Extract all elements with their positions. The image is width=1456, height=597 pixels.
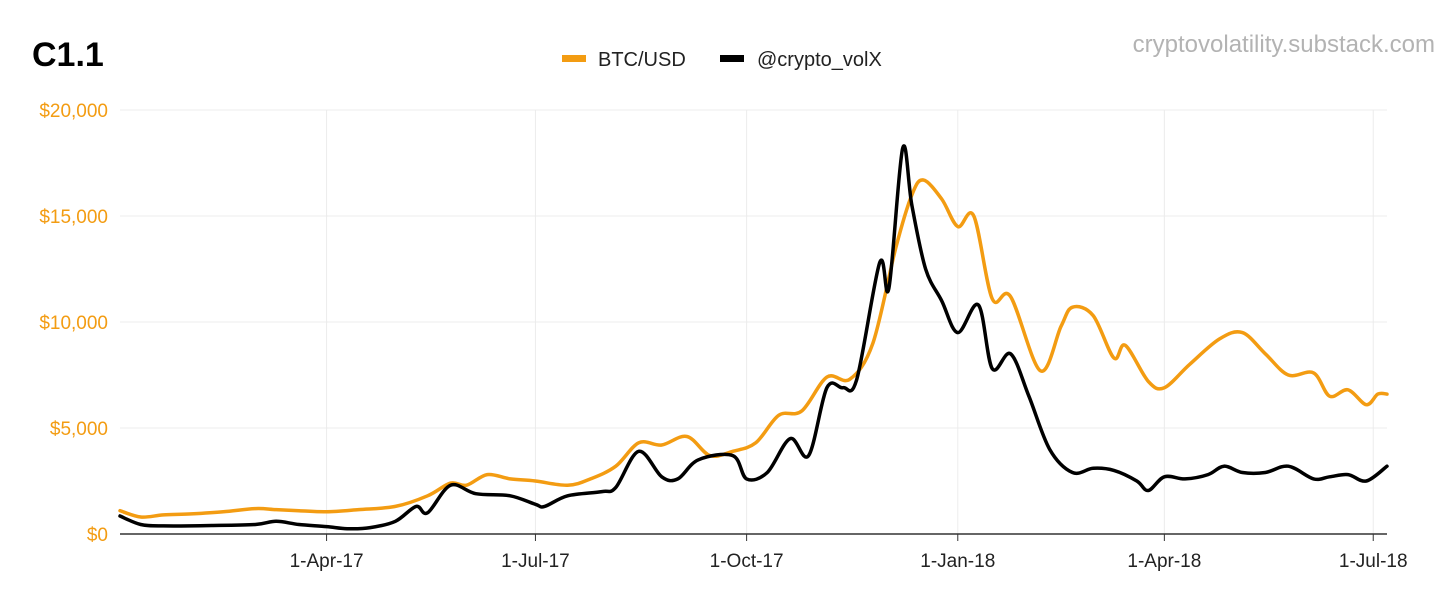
y-tick-label-15-000: $15,000 [39,207,108,228]
gridlines [120,109,1387,534]
source-label: cryptovolatility.substack.com [1133,31,1435,58]
x-tick-label-1-apr-17: 1-Apr-17 [290,551,364,572]
series-line-crypto-volx [118,144,1389,531]
legend-swatch-btc-usd [562,55,586,62]
y-tick-label-5-000: $5,000 [50,419,108,440]
legend: BTC/USD @crypto_volX [562,49,882,71]
y-tick-label-0: $0 [87,525,108,546]
x-tick-label-1-jan-18: 1-Jan-18 [920,551,995,572]
chart-title: C1.1 [32,36,104,74]
x-tick-label-1-jul-17: 1-Jul-17 [501,551,570,572]
series-lines [118,144,1389,531]
y-tick-label-20-000: $20,000 [39,101,108,122]
legend-label-btc-usd: BTC/USD [598,49,686,71]
legend-label-crypto-volx: @crypto_volX [757,49,882,71]
x-tick-label-1-oct-17: 1-Oct-17 [710,551,784,572]
series-line-btc-usd [118,178,1389,519]
y-axis-ticks: $0 $5,000 $10,000 $15,000 $20,000 [39,101,108,546]
legend-swatch-crypto-volx [720,55,744,62]
x-tick-label-1-apr-18: 1-Apr-18 [1127,551,1201,572]
x-tick-label-1-jul-18: 1-Jul-18 [1339,551,1408,572]
y-tick-label-10-000: $10,000 [39,313,108,334]
x-axis-ticks: 1-Apr-17 1-Jul-17 1-Oct-17 1-Jan-18 1-Apr-18… [290,534,1408,572]
